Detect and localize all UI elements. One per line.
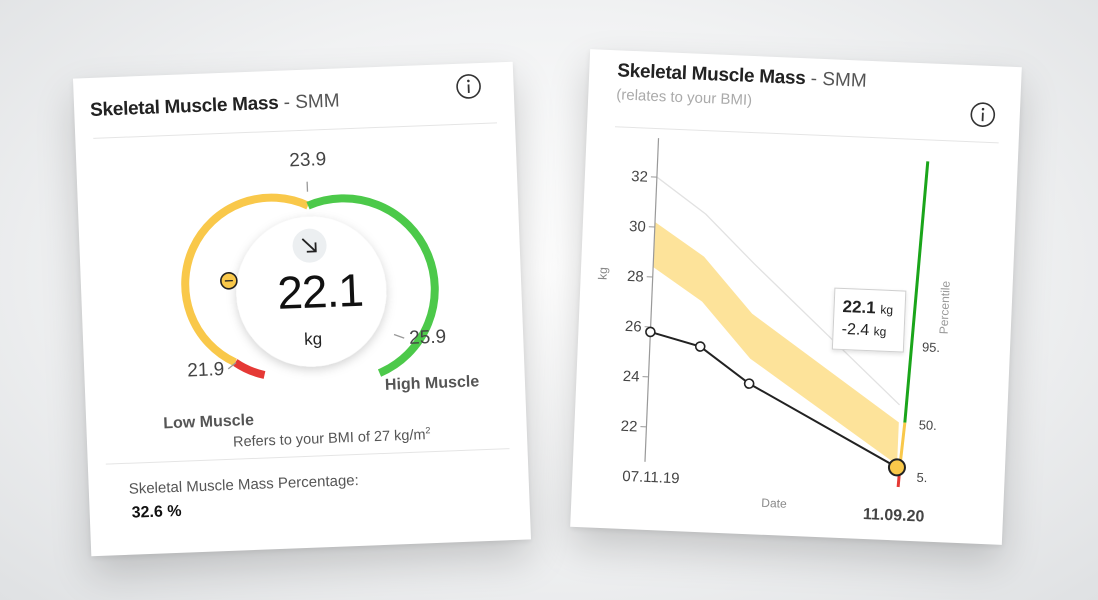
gauge — [181, 181, 439, 379]
data-point — [645, 326, 656, 338]
low-muscle-label: Low Muscle — [162, 411, 255, 433]
x-axis-title: Date — [761, 496, 787, 511]
y-tick-label: 22 — [620, 418, 637, 436]
current-point — [887, 458, 906, 477]
percentage-value: 32.6 % — [131, 502, 182, 522]
x-tick-end: 11.09.20 — [863, 506, 925, 526]
percentile-tick-label: 95. — [922, 339, 941, 355]
info-icon[interactable] — [455, 73, 482, 100]
tick-right — [393, 333, 405, 339]
gauge-top-value: 23.9 — [288, 148, 327, 172]
y-tick-label: 32 — [631, 168, 648, 186]
percentile-tick-label: 5. — [916, 470, 927, 485]
smm-history-chart: 32 30 28 26 24 22 kg 07.11.19 11.09.20 Date 95. 50.… — [596, 138, 953, 526]
y-axis — [644, 138, 660, 462]
percentile-axis-title: Percentile — [937, 280, 953, 334]
smm-series-line — [650, 330, 898, 469]
percentile-high-bar — [903, 161, 930, 423]
gauge-high-segment — [306, 194, 439, 377]
smm-gauge-card: Skeletal Muscle Mass - SMM 2 — [72, 61, 532, 557]
info-icon[interactable] — [969, 101, 996, 128]
current-unit: kg — [303, 329, 323, 349]
gauge-mid-segment — [181, 193, 310, 367]
high-muscle-label: High Muscle — [384, 373, 480, 394]
gauge-low-segment — [232, 359, 266, 379]
reference-line — [656, 176, 901, 406]
y-tick-label: 30 — [629, 218, 646, 236]
data-point — [694, 341, 706, 352]
y-axis-title: kg — [596, 267, 611, 280]
gauge-right-value: 25.9 — [408, 326, 447, 349]
current-value: 22.1 — [276, 263, 364, 319]
tooltip-delta: -2.4 kg — [841, 320, 887, 340]
gauge-left-value: 21.9 — [186, 359, 225, 382]
data-point — [743, 378, 755, 389]
gauge-center-disc — [236, 216, 387, 367]
value-tooltip: 22.1 kg -2.4 kg — [831, 287, 907, 353]
tooltip-value: 22.1 kg — [842, 296, 894, 318]
normal-range-band — [653, 222, 899, 465]
y-tick-label: 26 — [625, 318, 642, 336]
smm-chart-card: Skeletal Muscle Mass - SMM (relates to y… — [570, 49, 1022, 545]
y-tick-label: 24 — [622, 368, 639, 386]
tick-left — [227, 362, 237, 370]
percentile-mid-bar — [898, 422, 907, 466]
percentile-tick-label: 50. — [918, 417, 937, 433]
y-tick-label: 28 — [627, 268, 644, 286]
x-tick-start: 07.11.19 — [622, 468, 680, 487]
